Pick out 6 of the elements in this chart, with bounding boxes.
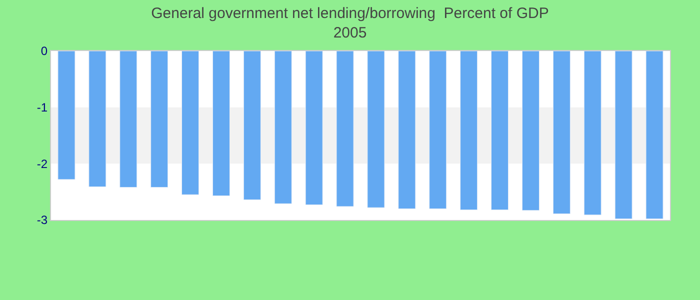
chart-subtitle: 2005 — [333, 24, 367, 42]
chart-title: General government net lending/borrowing Percent of GDP — [151, 5, 549, 22]
y-tick-label: -3 — [36, 213, 48, 228]
y-tick-label: -2 — [36, 156, 48, 171]
y-tick-label: 0 — [40, 44, 48, 58]
y-tick-label: -1 — [36, 100, 48, 115]
